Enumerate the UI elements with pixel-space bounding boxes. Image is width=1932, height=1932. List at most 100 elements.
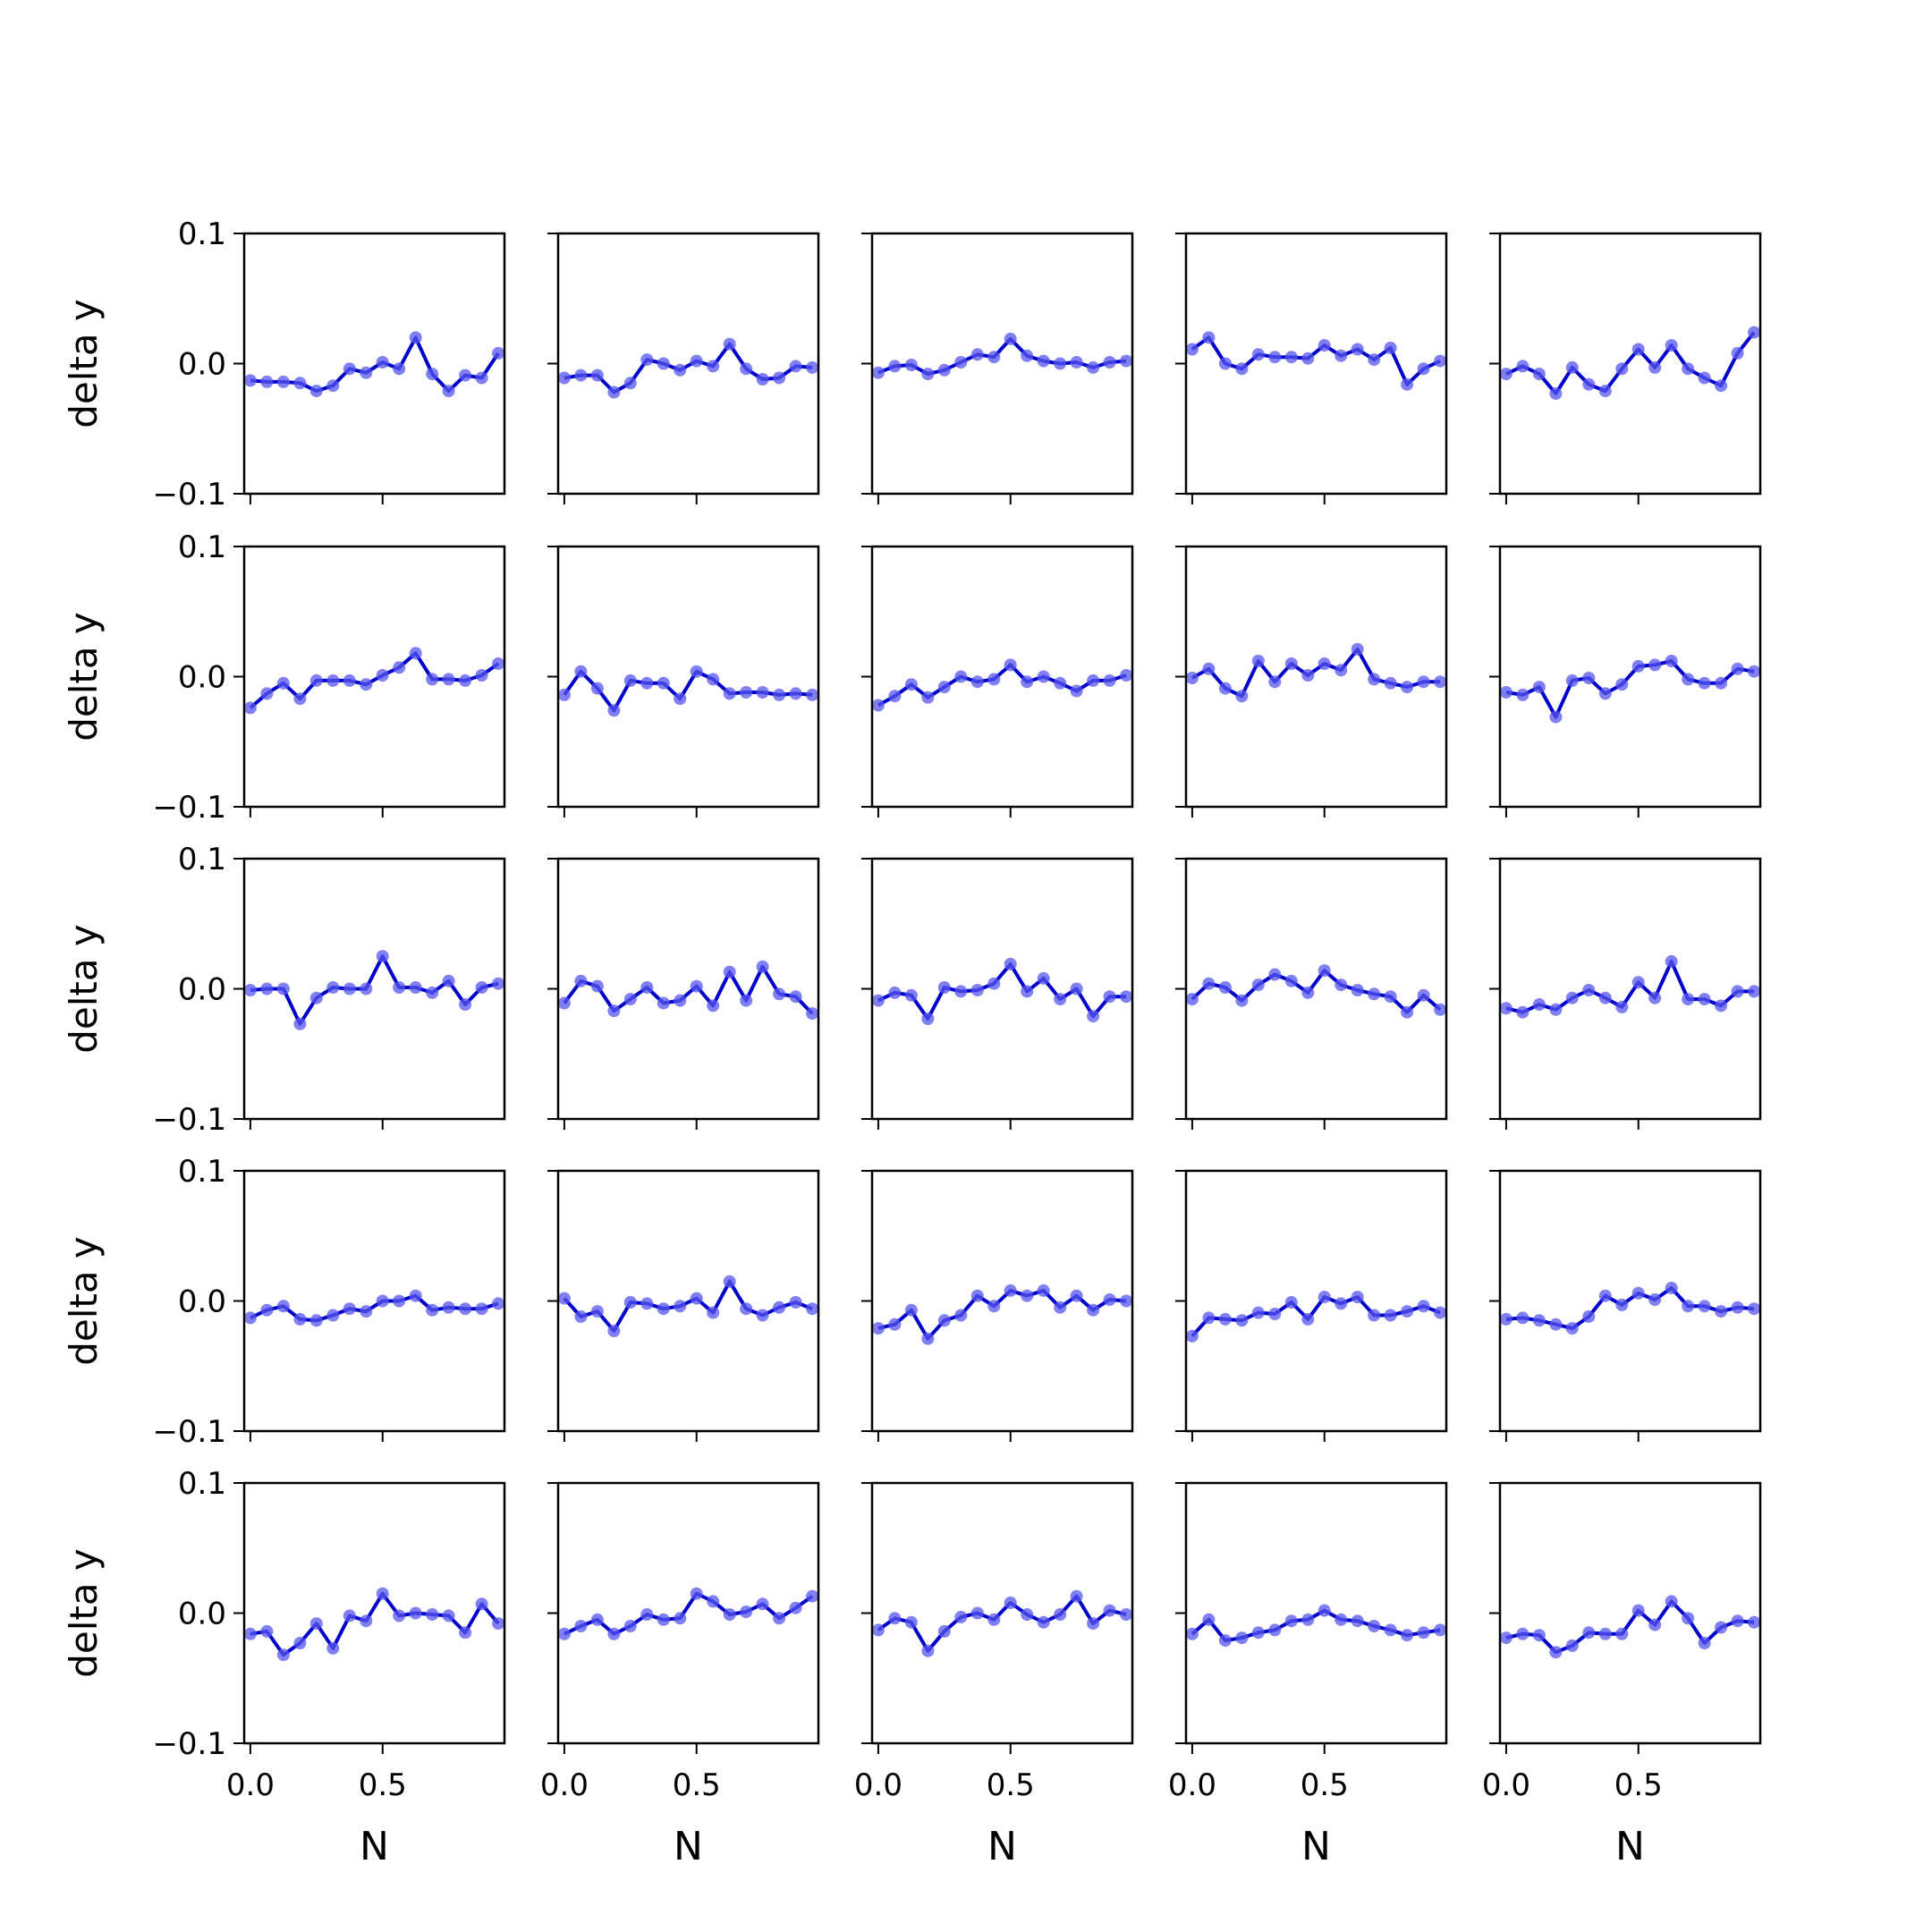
data-point: [1185, 672, 1199, 684]
data-point: [954, 670, 968, 683]
data-point: [1004, 332, 1017, 345]
data-point: [954, 356, 968, 369]
data-point: [260, 1624, 274, 1638]
data-point: [674, 1612, 687, 1625]
data-point: [1384, 990, 1397, 1004]
series-line: [249, 651, 500, 709]
data-point: [574, 369, 588, 382]
data-point: [1648, 1293, 1662, 1306]
data-point: [1021, 985, 1034, 998]
data-point: [1218, 1634, 1232, 1648]
data-point: [888, 690, 902, 703]
data-point: [1021, 1289, 1034, 1302]
data-point: [1417, 362, 1430, 376]
panel: [1175, 545, 1448, 818]
data-point: [326, 1309, 340, 1322]
x-axis-label: N: [1301, 1824, 1331, 1869]
data-point: [1698, 371, 1711, 385]
panel: −0.1 0.0 0.1 delta y: [62, 530, 506, 826]
data-point: [442, 974, 455, 987]
data-point: [276, 1648, 290, 1662]
series-line: [1505, 959, 1755, 1014]
x-tick-label: 0.5: [1614, 1767, 1663, 1803]
data-point: [987, 977, 1001, 990]
data-point: [1682, 1612, 1695, 1625]
data-point: [1748, 1302, 1761, 1316]
data-point: [393, 661, 406, 674]
data-point: [1731, 662, 1744, 675]
data-point: [789, 360, 802, 373]
data-point: [1665, 339, 1678, 352]
y-axis-label: delta y: [62, 924, 106, 1054]
data-point: [1120, 1608, 1133, 1621]
data-point: [1335, 979, 1348, 992]
data-point: [1070, 356, 1083, 369]
y-tick-label: −0.1: [152, 790, 226, 826]
data-point: [492, 1297, 505, 1310]
data-point: [740, 686, 753, 699]
data-point: [1070, 982, 1083, 996]
data-point: [1631, 1286, 1645, 1300]
data-point: [442, 1301, 455, 1314]
data-point: [360, 1305, 373, 1318]
data-point: [1351, 1614, 1364, 1628]
data-point: [475, 669, 488, 682]
data-point: [1715, 999, 1728, 1013]
data-point: [1499, 686, 1513, 699]
data-point: [492, 657, 505, 670]
data-point: [690, 1292, 703, 1305]
data-point: [1631, 659, 1645, 673]
data-point: [921, 368, 935, 381]
data-point: [607, 1627, 621, 1640]
data-point: [243, 1311, 257, 1325]
data-point: [921, 1013, 935, 1025]
data-point: [1648, 658, 1662, 672]
data-point: [376, 1294, 389, 1308]
data-point: [1715, 379, 1728, 393]
series-line: [563, 1279, 813, 1333]
data-point: [360, 678, 373, 691]
data-point: [1417, 988, 1430, 1002]
data-point: [623, 993, 637, 1006]
panel: −0.1 0.0 0.1 delta y: [62, 1154, 506, 1450]
data-point: [557, 1292, 571, 1305]
data-point: [1235, 994, 1249, 1007]
y-tick-label: 0.1: [178, 530, 226, 565]
data-point: [1665, 1282, 1678, 1294]
data-point: [1631, 976, 1645, 989]
data-point: [1516, 1005, 1530, 1019]
data-point: [954, 1610, 968, 1623]
data-point: [426, 673, 439, 686]
data-point: [1202, 1311, 1216, 1325]
data-point: [1565, 991, 1579, 1004]
data-point: [623, 1620, 637, 1632]
data-point: [1665, 954, 1678, 968]
y-tick-label: 0.1: [178, 842, 226, 877]
data-point: [1087, 674, 1100, 687]
data-point: [293, 1017, 307, 1030]
data-point: [1698, 1637, 1711, 1649]
data-point: [409, 981, 422, 994]
data-point: [1120, 669, 1133, 682]
x-axis-label: N: [674, 1824, 703, 1869]
data-point: [1103, 1293, 1116, 1306]
data-point: [1682, 993, 1695, 1006]
data-point: [326, 1641, 340, 1655]
panel: [547, 545, 820, 818]
data-point: [773, 371, 786, 385]
data-point: [640, 353, 654, 367]
data-point: [1301, 669, 1315, 682]
data-point: [607, 704, 621, 717]
data-point: [806, 1302, 819, 1316]
data-point: [1037, 670, 1050, 683]
data-point: [243, 374, 257, 387]
panel: −0.1 0.0 0.1 delta y: [62, 216, 506, 513]
data-point: [607, 386, 621, 399]
series-line: [877, 336, 1127, 377]
data-point: [1615, 362, 1629, 376]
data-point: [1268, 675, 1282, 689]
data-point: [1120, 990, 1133, 1004]
data-point: [1417, 1626, 1430, 1640]
data-point: [1037, 354, 1050, 368]
